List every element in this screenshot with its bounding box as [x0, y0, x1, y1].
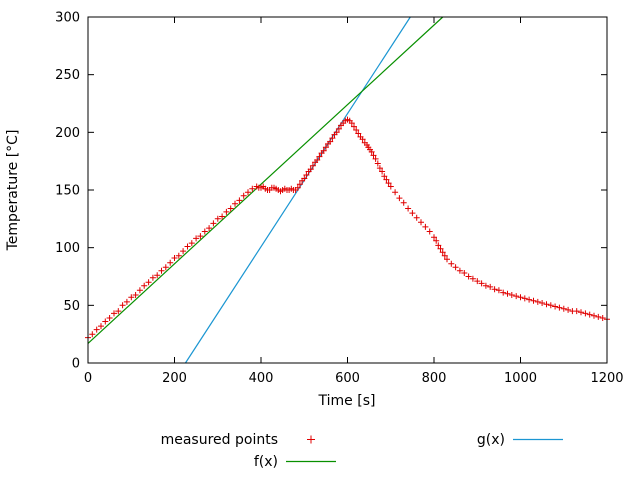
x-tick-label: 600: [335, 371, 360, 386]
legend-marker-plus-icon: [307, 435, 315, 444]
x-axis-label: Time [s]: [318, 393, 376, 409]
y-tick-label: 50: [63, 299, 80, 314]
legend-label-g: g(x): [477, 432, 505, 448]
series-line-f: [87, 16, 444, 344]
y-tick-label: 300: [55, 11, 80, 26]
y-tick-label: 150: [55, 184, 80, 199]
legend-label-measured: measured points: [161, 432, 278, 448]
x-tick-label: 200: [162, 371, 187, 386]
y-axis-label: Temperature [°C]: [5, 130, 21, 252]
plot-border: [87, 16, 608, 364]
x-tick-label: 1000: [504, 371, 537, 386]
x-tick-label: 400: [249, 371, 274, 386]
series-measured-points: [85, 116, 610, 341]
y-tick-label: 250: [55, 68, 80, 83]
y-tick-label: 200: [55, 126, 80, 141]
y-tick-label: 0: [72, 357, 80, 372]
y-tick-label: 100: [55, 241, 80, 256]
x-tick-label: 800: [422, 371, 447, 386]
x-tick-label: 0: [84, 371, 92, 386]
x-tick-label: 1200: [590, 371, 623, 386]
legend-label-f: f(x): [254, 454, 278, 470]
